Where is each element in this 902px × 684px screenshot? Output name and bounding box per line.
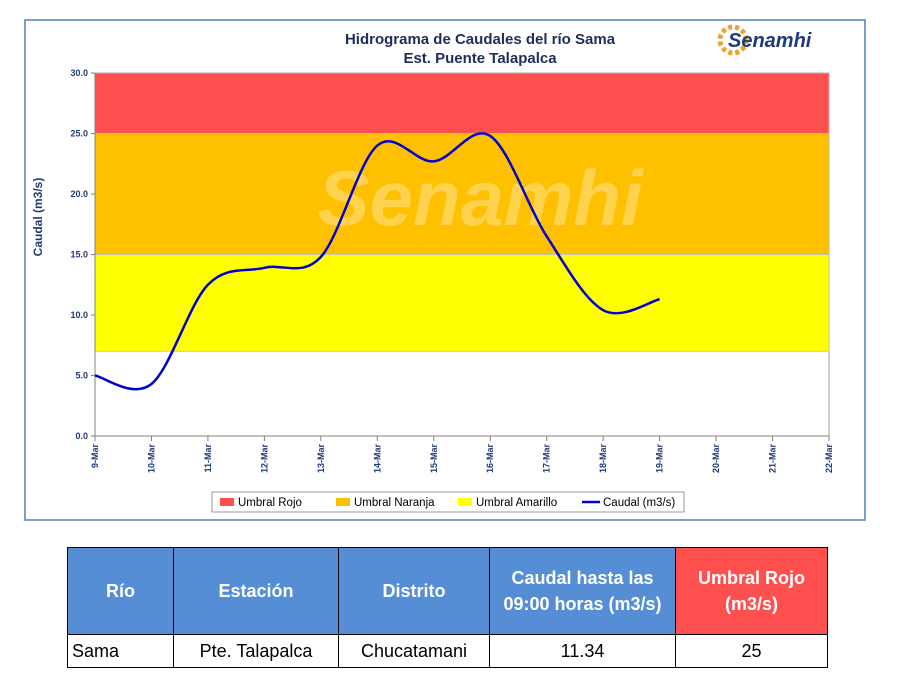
x-tick-label: 13-Mar (316, 444, 326, 474)
legend-label: Umbral Amarillo (476, 497, 557, 509)
header-cell: Distrito (338, 547, 490, 635)
y-tick-label: 25.0 (70, 129, 88, 139)
x-tick-label: 15-Mar (429, 444, 439, 474)
legend: Umbral Rojo Umbral Naranja Umbral Amarillo… (211, 491, 685, 513)
table-header: Río Estación Distrito Caudal hasta las 0… (67, 547, 828, 635)
chart: Hidrograma de Caudales del río Sama Est.… (24, 19, 866, 521)
logo-sun (717, 24, 749, 56)
legend-label: Umbral Rojo (238, 497, 302, 509)
x-tick-label: 11-Mar (203, 444, 213, 473)
x-tick-label: 14-Mar (372, 444, 382, 474)
x-tick-label: 18-Mar (598, 444, 608, 474)
threshold-band (94, 133, 830, 255)
threshold-band (94, 72, 830, 134)
x-tick-label: 21-Mar (768, 444, 778, 474)
x-tick-label: 10-Mar (146, 444, 156, 474)
y-tick-label: 5.0 (75, 371, 88, 381)
legend-box (211, 491, 685, 513)
x-tick-label: 20-Mar (711, 444, 721, 474)
x-tick-label: 17-Mar (542, 444, 552, 474)
legend-label: Caudal (m3/s) (603, 497, 675, 509)
cell: Sama (67, 634, 174, 668)
logo: Senamhi (728, 30, 812, 52)
header-cell: Umbral Rojo (m3/s) (675, 547, 828, 635)
legend-swatch (458, 498, 472, 506)
y-tick-label: 15.0 (70, 250, 88, 260)
x-tick-label: 19-Mar (655, 444, 665, 474)
header-cell: Caudal hasta las 09:00 horas (m3/s) (489, 547, 676, 635)
header-cell: Estación (173, 547, 339, 635)
cell: Chucatamani (338, 634, 490, 668)
y-tick-label: 10.0 (70, 310, 88, 320)
legend-swatch (220, 498, 234, 506)
cell: 25 (675, 634, 828, 668)
threshold-band (94, 254, 830, 352)
legend-swatch (336, 498, 350, 506)
y-tick-label: 0.0 (75, 431, 88, 441)
chart-subtitle: Est. Puente Talapalca (403, 50, 557, 67)
chart-title: Hidrograma de Caudales del río Sama (345, 31, 616, 48)
series-line (94, 132, 660, 391)
legend-label: Umbral Naranja (354, 497, 435, 509)
cell: 11.34 (489, 634, 676, 668)
cell: Pte. Talapalca (173, 634, 339, 668)
data-table: Río Estación Distrito Caudal hasta las 0… (67, 547, 828, 668)
x-tick-label: 16-Mar (485, 444, 495, 474)
y-axis-label: Caudal (m3/s) (31, 178, 45, 257)
table-row: Sama Pte. Talapalca Chucatamani 11.34 25 (67, 634, 828, 668)
x-tick-label: 9-Mar (90, 444, 100, 469)
y-tick-label: 30.0 (70, 68, 88, 78)
watermark: Senamhi (317, 154, 643, 242)
header-cell: Río (67, 547, 174, 635)
y-tick-label: 20.0 (70, 189, 88, 199)
x-tick-label: 22-Mar (824, 444, 834, 474)
x-tick-label: 12-Mar (259, 444, 269, 474)
